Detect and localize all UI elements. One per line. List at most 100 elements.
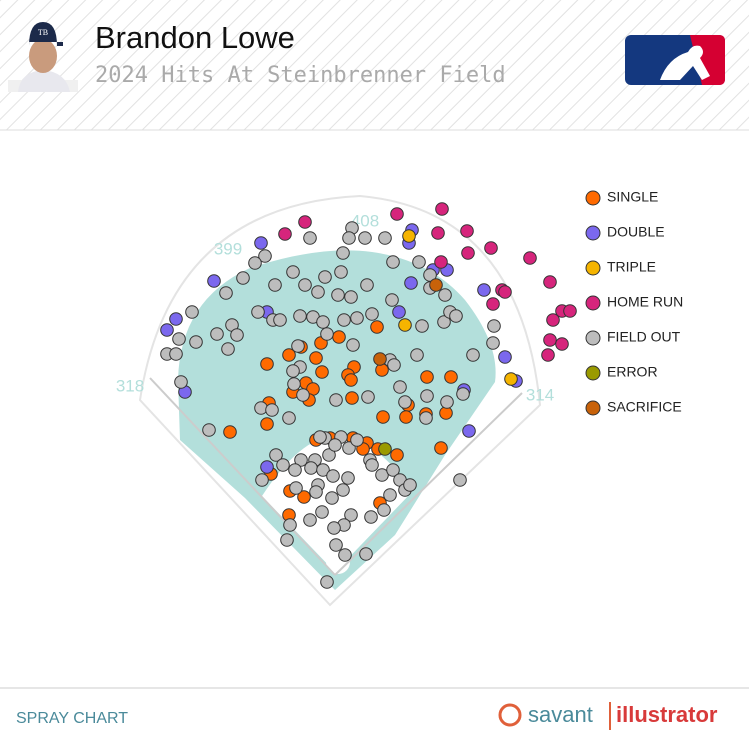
hit-point xyxy=(337,313,351,327)
hit-point xyxy=(434,255,448,269)
hit-point xyxy=(504,372,518,386)
hit-point xyxy=(276,458,290,472)
brand-logo: savant illustrator xyxy=(498,702,718,730)
hit-point xyxy=(477,283,491,297)
hit-point xyxy=(169,347,183,361)
hit-point xyxy=(338,548,352,562)
legend-label: ERROR xyxy=(607,364,658,380)
hit-point xyxy=(268,278,282,292)
legend-swatch xyxy=(585,400,601,416)
hit-point xyxy=(273,313,287,327)
hit-point xyxy=(332,330,346,344)
hit-point xyxy=(419,411,433,425)
hit-point xyxy=(315,365,329,379)
hit-point xyxy=(486,297,500,311)
hit-point xyxy=(254,236,268,250)
hit-point xyxy=(365,307,379,321)
hit-point xyxy=(434,441,448,455)
chart-subtitle: 2024 Hits At Steinbrenner Field xyxy=(95,63,506,88)
hit-point xyxy=(327,521,341,535)
hit-point xyxy=(329,538,343,552)
hit-point xyxy=(320,327,334,341)
hit-point xyxy=(258,249,272,263)
hit-point xyxy=(370,320,384,334)
hit-point xyxy=(254,401,268,415)
header-background xyxy=(0,0,749,130)
hit-point xyxy=(287,377,301,391)
hit-point xyxy=(486,336,500,350)
hit-point xyxy=(484,241,498,255)
hit-point xyxy=(377,503,391,517)
hit-point xyxy=(523,251,537,265)
legend: SINGLE DOUBLE TRIPLE HOME RUN FIELD OUT ERROR… xyxy=(585,189,683,416)
hit-point xyxy=(555,337,569,351)
hit-point xyxy=(336,246,350,260)
hit-point xyxy=(420,389,434,403)
hit-point xyxy=(392,305,406,319)
hit-point xyxy=(325,491,339,505)
hit-point xyxy=(386,463,400,477)
hit-point xyxy=(360,278,374,292)
hit-point xyxy=(286,265,300,279)
hit-point xyxy=(313,430,327,444)
distance-label: 318 xyxy=(116,376,144,395)
points xyxy=(160,202,577,589)
hit-point xyxy=(462,424,476,438)
hit-point xyxy=(390,207,404,221)
hit-point xyxy=(345,391,359,405)
brand-illustrator: illustrator xyxy=(616,702,718,727)
hit-point xyxy=(543,333,557,347)
hit-point xyxy=(318,270,332,284)
hit-point xyxy=(169,312,183,326)
legend-swatch xyxy=(585,260,601,276)
hit-point xyxy=(543,275,557,289)
distance-label: 314 xyxy=(526,385,554,404)
hit-point xyxy=(315,505,329,519)
hit-point xyxy=(298,278,312,292)
hit-point xyxy=(361,390,375,404)
hit-point xyxy=(399,410,413,424)
hit-point xyxy=(364,510,378,524)
hit-point xyxy=(385,293,399,307)
hit-point xyxy=(390,448,404,462)
hit-point xyxy=(334,265,348,279)
hit-point xyxy=(423,268,437,282)
hit-point xyxy=(393,380,407,394)
mlb-logo xyxy=(625,35,725,85)
legend-label: DOUBLE xyxy=(607,224,665,240)
hit-point xyxy=(288,463,302,477)
hit-point xyxy=(365,458,379,472)
hit-point xyxy=(437,315,451,329)
hit-point xyxy=(174,375,188,389)
hit-point xyxy=(320,575,334,589)
legend-swatch xyxy=(585,190,601,206)
hit-point xyxy=(207,274,221,288)
hit-point xyxy=(563,304,577,318)
hit-point xyxy=(410,348,424,362)
hit-point xyxy=(346,338,360,352)
hit-point xyxy=(293,309,307,323)
legend-label: SACRIFICE xyxy=(607,399,682,415)
hit-point xyxy=(326,469,340,483)
hit-point xyxy=(420,370,434,384)
hit-point xyxy=(278,227,292,241)
legend-label: SINGLE xyxy=(607,189,658,205)
hit-point xyxy=(461,246,475,260)
hit-point xyxy=(304,461,318,475)
svg-text:TB: TB xyxy=(38,28,48,37)
hit-point xyxy=(298,215,312,229)
hit-point xyxy=(189,335,203,349)
hit-point xyxy=(541,348,555,362)
hit-point xyxy=(251,305,265,319)
hit-point xyxy=(466,348,480,362)
hit-point xyxy=(303,231,317,245)
hit-point xyxy=(316,463,330,477)
hit-point xyxy=(341,471,355,485)
hit-point xyxy=(386,255,400,269)
hit-point xyxy=(449,309,463,323)
hit-point xyxy=(219,286,233,300)
hit-point xyxy=(185,305,199,319)
hit-point xyxy=(375,468,389,482)
hit-point xyxy=(291,339,305,353)
